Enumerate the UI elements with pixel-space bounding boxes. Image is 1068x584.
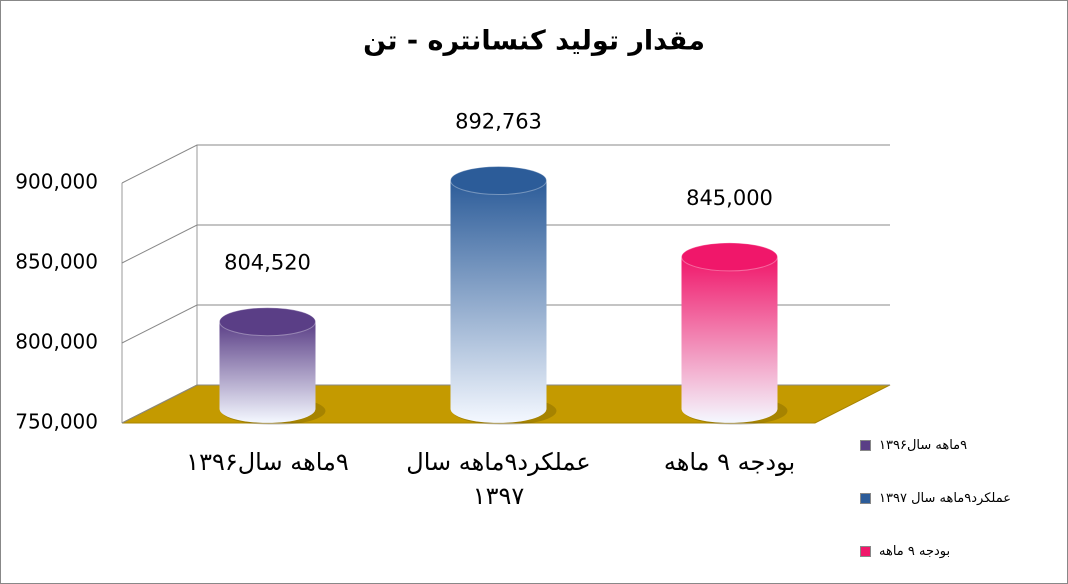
cylinder-body xyxy=(219,321,316,423)
y-tick-label: 900,000 xyxy=(15,170,98,194)
legend-label: عملکرد۹ماهه سال ۱۳۹۷ xyxy=(879,491,1011,506)
chart-title: مقدار تولید کنسانتره - تن xyxy=(363,26,705,57)
grid-line xyxy=(121,304,890,344)
legend-swatch xyxy=(860,440,871,451)
cylinder-body xyxy=(450,180,547,423)
legend-label: بودجه ۹ ماهه xyxy=(879,544,951,559)
legend-entry: عملکرد۹ماهه سال ۱۳۹۷ xyxy=(860,491,1011,506)
value-label: 845,000 xyxy=(686,186,773,210)
x-tick-label: ۹ماهه سال۱۳۹۶ xyxy=(186,448,349,476)
legend-swatch xyxy=(860,546,871,557)
cylinder xyxy=(681,242,788,425)
y-tick-label: 800,000 xyxy=(15,330,98,354)
value-label: 804,520 xyxy=(224,251,311,275)
cylinder-body xyxy=(681,256,778,423)
cylinder xyxy=(219,307,326,425)
x-tick-label: بودجه ۹ ماهه xyxy=(663,448,796,476)
x-tick-label: عملکرد۹ماهه سال ۱۳۹۷ xyxy=(406,448,591,510)
cylinder-top xyxy=(450,166,547,196)
legend-entry: بودجه ۹ ماهه xyxy=(860,544,950,559)
legend-entry: ۹ماهه سال۱۳۹۶ xyxy=(860,438,967,453)
grid-line xyxy=(121,144,890,184)
legend-label: ۹ماهه سال۱۳۹۶ xyxy=(879,438,968,453)
grid-line xyxy=(121,384,890,424)
y-tick-label: 750,000 xyxy=(15,410,98,434)
cylinder-top xyxy=(681,242,778,272)
cylinder-top xyxy=(219,307,316,337)
y-tick-label: 850,000 xyxy=(15,250,98,274)
legend-swatch xyxy=(860,493,871,504)
cylinder xyxy=(450,166,557,425)
grid-line xyxy=(121,224,890,264)
value-label: 892,763 xyxy=(455,110,542,134)
